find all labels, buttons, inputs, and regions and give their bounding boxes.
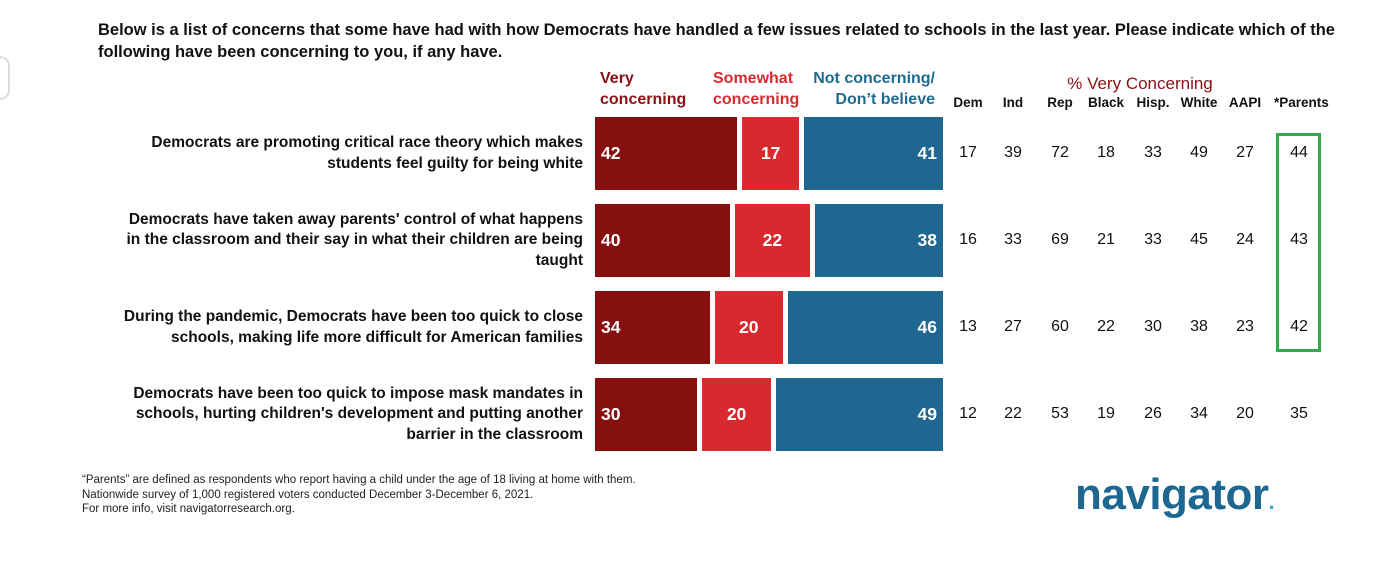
- footnote-parents-definition: “Parents” are defined as respondents who…: [82, 474, 636, 486]
- row-label: Democrats are promoting critical race th…: [95, 133, 583, 174]
- logo-text: navigator: [1075, 470, 1269, 519]
- footnote-more-info: For more info, visit navigatorresearch.o…: [82, 503, 295, 515]
- column-header-white: White: [1180, 95, 1218, 110]
- row-label-line: schools, making life more difficult for …: [171, 328, 583, 346]
- bar-value-label: 41: [917, 143, 937, 163]
- bar-not-concerning: 38: [814, 204, 943, 277]
- column-header-ind: Ind: [1002, 95, 1024, 110]
- bar-value-label: 34: [601, 317, 621, 337]
- bar-value-label: 49: [917, 404, 937, 424]
- pct-cell-ind: 33: [1004, 230, 1022, 248]
- column-header-dem: Dem: [953, 95, 983, 110]
- bar-value-label: 42: [601, 143, 621, 163]
- column-header-parents: *Parents: [1274, 95, 1329, 110]
- bar-somewhat-concerning: 17: [741, 117, 800, 190]
- column-header-aapi: AAPI: [1228, 95, 1262, 110]
- footnote-survey-info: Nationwide survey of 1,000 registered vo…: [82, 488, 534, 501]
- bar-not-concerning: 46: [787, 291, 943, 364]
- pct-cell-ind: 27: [1004, 317, 1022, 335]
- header-very-line2: concerning: [600, 91, 687, 108]
- column-header-black: Black: [1087, 95, 1125, 110]
- pct-cell-parents: 43: [1290, 230, 1308, 248]
- header-somewhat-concerning: Somewhat concerning: [713, 68, 799, 110]
- pct-cell-rep: 72: [1051, 143, 1069, 161]
- column-header-hisp: Hisp.: [1136, 95, 1170, 110]
- bar-not-concerning: 41: [804, 117, 943, 190]
- pct-cell-dem: 16: [959, 230, 977, 248]
- row-label: Democrats have been too quick to impose …: [95, 384, 583, 446]
- logo-dot: .: [1268, 489, 1275, 514]
- row-label-line: Democrats have been too quick to impose …: [133, 384, 583, 402]
- pct-cell-ind: 39: [1004, 143, 1022, 161]
- left-edge-decoration: [0, 56, 10, 100]
- bar-not-concerning: 49: [775, 378, 943, 451]
- pct-cell-aapi: 20: [1236, 404, 1254, 422]
- header-not-concerning: Not concerning/ Don’t believe: [803, 68, 935, 110]
- row-label-line: students feel guilty for being white: [327, 154, 583, 172]
- bar-value-label: 20: [726, 404, 747, 424]
- bar-very-concerning: 40: [595, 204, 731, 277]
- pct-cell-rep: 69: [1051, 230, 1069, 248]
- row-label-line: taught: [535, 251, 583, 269]
- pct-cell-white: 38: [1190, 317, 1208, 335]
- row-label-line: barrier in the classroom: [406, 425, 583, 443]
- pct-cell-black: 21: [1097, 230, 1115, 248]
- row-label-line: schools, hurting children's development …: [135, 405, 583, 423]
- pct-cell-parents: 44: [1290, 143, 1308, 161]
- bar-value-label: 38: [917, 230, 937, 250]
- pct-cell-white: 45: [1190, 230, 1208, 248]
- pct-cell-rep: 60: [1051, 317, 1069, 335]
- footnotes: “Parents” are defined as respondents who…: [82, 473, 636, 517]
- pct-cell-hisp: 33: [1144, 230, 1162, 248]
- header-not-line1: Not concerning/: [813, 70, 935, 87]
- row-label-line: Democrats are promoting critical race th…: [151, 134, 583, 151]
- bar-value-label: 20: [738, 317, 759, 337]
- row-label: Democrats have taken away parents' contr…: [95, 210, 583, 272]
- pct-cell-parents: 35: [1290, 404, 1308, 422]
- header-very-concerning: Very concerning: [600, 68, 686, 110]
- bar-somewhat-concerning: 20: [702, 378, 771, 451]
- bar-somewhat-concerning: 20: [714, 291, 783, 364]
- column-header-rep: Rep: [1047, 95, 1073, 110]
- bar-very-concerning: 42: [595, 117, 737, 190]
- pct-cell-dem: 12: [959, 404, 977, 422]
- header-not-line2: Don’t believe: [835, 91, 935, 108]
- pct-cell-dem: 13: [959, 317, 977, 335]
- row-label: During the pandemic, Democrats have been…: [95, 307, 583, 348]
- pct-cell-aapi: 24: [1236, 230, 1254, 248]
- bar-value-label: 40: [601, 230, 621, 250]
- bar-value-label: 30: [601, 404, 621, 424]
- header-somewhat-line1: Somewhat: [713, 70, 794, 87]
- pct-cell-black: 19: [1097, 404, 1115, 422]
- header-somewhat-line2: concerning: [713, 91, 800, 108]
- row-label-line: Democrats have taken away parents' contr…: [128, 210, 583, 228]
- bar-somewhat-concerning: 22: [735, 204, 810, 277]
- pct-cell-rep: 53: [1051, 404, 1069, 422]
- pct-cell-white: 49: [1190, 143, 1208, 161]
- pct-cell-hisp: 30: [1144, 317, 1162, 335]
- bar-value-label: 46: [917, 317, 937, 337]
- pct-cell-white: 34: [1190, 404, 1208, 422]
- pct-cell-ind: 22: [1004, 404, 1022, 422]
- survey-question: Below is a list of concerns that some ha…: [98, 21, 1335, 61]
- row-label-line: in the classroom and their say in what t…: [126, 231, 583, 249]
- pct-cell-hisp: 33: [1144, 143, 1162, 161]
- pct-cell-black: 18: [1097, 143, 1115, 161]
- header-pct-very-concerning: % Very Concerning: [1067, 74, 1213, 93]
- navigator-logo: navigator.: [1075, 470, 1275, 520]
- parents-highlight-box: [1276, 133, 1321, 352]
- bar-value-label: 17: [760, 143, 781, 163]
- pct-cell-black: 22: [1097, 317, 1115, 335]
- pct-cell-aapi: 27: [1236, 143, 1254, 161]
- header-very-line1: Very: [600, 70, 634, 87]
- pct-cell-parents: 42: [1290, 317, 1308, 335]
- pct-cell-dem: 17: [959, 143, 977, 161]
- pct-cell-hisp: 26: [1144, 404, 1162, 422]
- bar-value-label: 22: [762, 230, 783, 250]
- pct-cell-aapi: 23: [1236, 317, 1254, 335]
- bar-very-concerning: 30: [595, 378, 698, 451]
- row-label-line: During the pandemic, Democrats have been…: [123, 308, 583, 325]
- bar-very-concerning: 34: [595, 291, 710, 364]
